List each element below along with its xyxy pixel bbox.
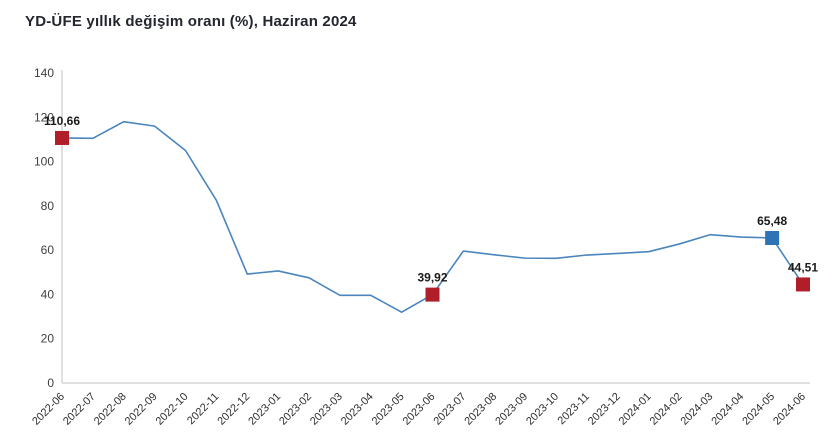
data-label-2023-06: 39,92	[417, 271, 447, 285]
y-axis-tick-label: 40	[41, 287, 55, 301]
x-axis-tick-label: 2023-12	[586, 391, 623, 428]
data-label-2024-05: 65,48	[757, 214, 787, 228]
x-axis-tick-label: 2023-08	[462, 391, 499, 428]
x-axis-tick-label: 2024-03	[678, 391, 715, 428]
x-axis-tick-label: 2023-02	[277, 391, 314, 428]
data-label-2024-06: 44,51	[788, 260, 818, 274]
y-axis-tick-label: 20	[41, 332, 55, 346]
data-label-2022-06: 110,66	[44, 114, 80, 128]
x-axis-tick-label: 2022-07	[61, 391, 98, 428]
x-axis-tick-label: 2024-02	[648, 391, 685, 428]
x-axis-tick-label: 2022-12	[215, 391, 252, 428]
y-axis-tick-label: 100	[34, 155, 54, 169]
x-axis-tick-label: 2024-01	[617, 391, 654, 428]
x-axis-tick-label: 2023-07	[431, 391, 468, 428]
x-axis-tick-label: 2023-01	[246, 391, 283, 428]
y-axis-tick-label: 60	[41, 243, 55, 257]
x-axis-tick-label: 2022-10	[154, 391, 191, 428]
x-axis-tick-label: 2022-06	[30, 391, 67, 428]
x-axis-tick-label: 2022-11	[185, 391, 221, 427]
x-axis-tick-label: 2023-03	[308, 391, 345, 428]
marker-2024-05	[765, 231, 780, 246]
x-axis-tick-label: 2022-08	[92, 391, 129, 428]
x-axis-tick-label: 2023-05	[370, 391, 407, 428]
y-axis-tick-label: 0	[47, 376, 54, 390]
marker-2022-06	[55, 130, 69, 145]
chart-title: YD-ÜFE yıllık değişim oranı (%), Haziran…	[25, 13, 357, 30]
y-axis-tick-label: 120	[34, 110, 54, 124]
x-axis-tick-label: 2023-06	[401, 391, 438, 428]
x-axis-tick-label: 2022-09	[123, 391, 160, 428]
x-axis-tick-label: 2023-10	[524, 391, 561, 428]
y-axis-tick-label: 140	[34, 66, 54, 80]
x-axis-tick-label: 2023-09	[493, 391, 530, 428]
y-axis-tick-label: 80	[41, 199, 55, 213]
x-axis-tick-label: 2024-04	[709, 391, 746, 428]
marker-2023-06	[425, 287, 440, 302]
x-axis-tick-label: 2023-11	[556, 391, 592, 427]
x-axis-tick-label: 2023-04	[339, 391, 376, 428]
x-axis-tick-label: 2024-06	[771, 391, 808, 428]
x-axis-tick-label: 2024-05	[740, 391, 777, 428]
marker-2024-06	[796, 277, 810, 292]
